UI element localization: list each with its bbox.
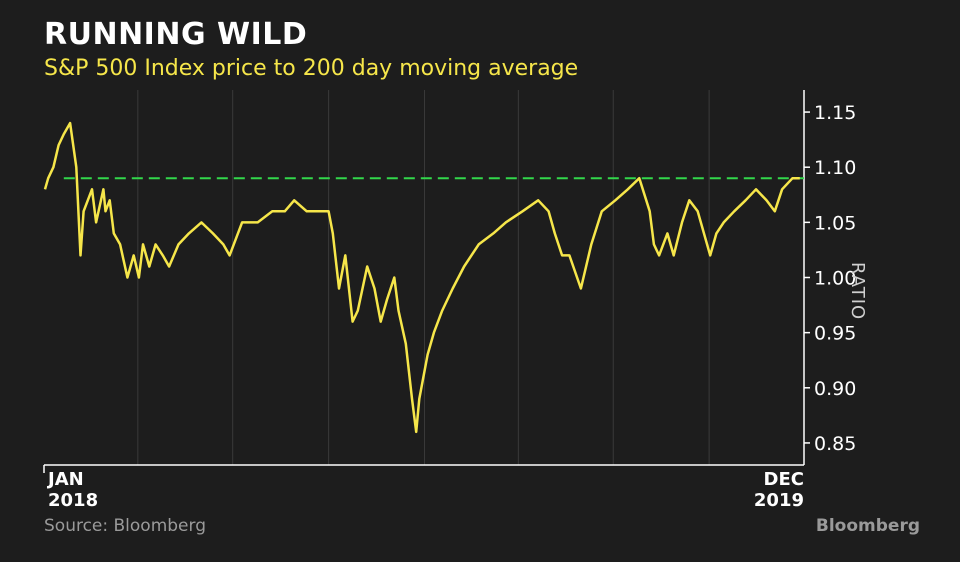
x-tick-label: JAN [46, 469, 84, 490]
y-axis-label: RATIO [847, 262, 868, 321]
brand-logo: Bloomberg [815, 516, 920, 536]
grid-lines [137, 90, 710, 465]
y-tick-label: 1.10 [814, 157, 856, 179]
series-line [43, 121, 800, 434]
x-tick-label: 2019 [754, 490, 804, 511]
series-layer [43, 121, 800, 434]
source-note: Source: Bloomberg [44, 516, 206, 536]
y-tick-label: 1.15 [814, 102, 856, 124]
y-tick-label: 0.90 [814, 378, 856, 400]
x-tick-label: 2018 [48, 490, 98, 511]
y-tick-label: 1.05 [814, 212, 856, 234]
axes [43, 90, 810, 473]
y-tick-label: 0.85 [814, 433, 856, 455]
x-tick-label: DEC [764, 469, 804, 490]
chart-title: RUNNING WILD [44, 17, 308, 52]
y-tick-label: 0.95 [814, 323, 856, 345]
chart-subtitle: S&P 500 Index price to 200 day moving av… [44, 56, 579, 81]
y-tick-label: 1.00 [814, 268, 856, 290]
y-tick-labels: 0.85 0.90 0.95 1.00 1.05 1.10 1.15 [814, 102, 856, 455]
